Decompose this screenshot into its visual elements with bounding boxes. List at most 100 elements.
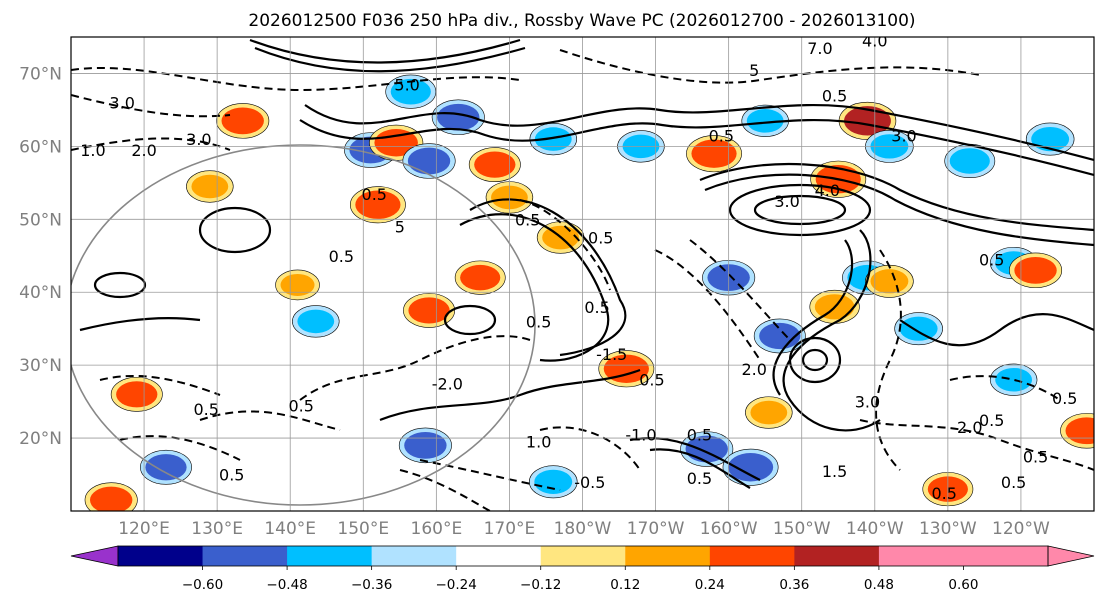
contour-line (249, 38, 521, 64)
divergence-patch (995, 367, 1033, 392)
divergence-patch (145, 454, 187, 481)
contour-line (93, 271, 147, 299)
contour-label-layer: 5.07.0 4.03.03.01.0 2.00.50.55 0.50.50.5-1.… (80, 32, 1077, 503)
contour-line (299, 119, 1094, 177)
lon-tick-label: 120°E (118, 519, 170, 539)
colorbar-segment (625, 546, 711, 566)
contour-line (704, 173, 1094, 247)
contour-label: -2.0 (432, 374, 463, 393)
contour-line (71, 66, 521, 92)
divergence-patch (116, 381, 158, 408)
lat-tick-label: 40°N (19, 283, 62, 303)
lon-tick-label: 170°W (627, 519, 685, 539)
contour-label: 2.0 (131, 141, 156, 160)
colorbar-tick-label: −0.60 (182, 577, 223, 593)
colorbar-tick-labels: −0.60 −0.48 −0.36 −0.24 −0.12 0.12 0.24 0.36 0.4… (182, 566, 978, 593)
divergence-patch (280, 273, 315, 296)
lon-tick-label: 120°W (992, 519, 1050, 539)
contour-label: 3.0 (891, 126, 916, 145)
colorbar-extend-high (1047, 545, 1095, 567)
contour-line (519, 199, 611, 291)
contour-label: 0.5 (1001, 473, 1026, 492)
contour-label: 1.0 (526, 433, 551, 452)
lon-tick-label: 150°E (337, 519, 389, 539)
contour-line (539, 426, 641, 471)
contour-line (443, 304, 497, 336)
contour-line (875, 249, 902, 471)
contour-label: 0.5 (219, 466, 244, 485)
contour-label: 5.0 (394, 75, 419, 94)
contour-label: 0.5 (329, 247, 354, 266)
colorbar-segment (287, 546, 373, 566)
colorbar-tick-label: 0.60 (948, 577, 978, 593)
chart-title: 2026012500 F036 250 hPa div., Rossby Wav… (248, 11, 915, 31)
contour-line (649, 448, 751, 489)
lon-tick-label: 170°E (484, 519, 536, 539)
colorbar-tick-label: 0.12 (610, 577, 640, 593)
contour-line (254, 46, 526, 73)
contour-line (79, 316, 201, 332)
contour-label: 3.0 (186, 130, 211, 149)
contour-line (469, 198, 627, 357)
colorbar-segment (202, 546, 288, 566)
longitude-tick-labels: 120°E 130°E 140°E 150°E 160°E 170°E 180°W 170°W… (118, 519, 1050, 539)
contour-label: 0.5 (193, 400, 218, 419)
divergence-patch (534, 127, 572, 151)
contour-line (299, 335, 531, 401)
contour-label: 3.0 (109, 94, 134, 113)
divergence-patch (844, 106, 891, 136)
contour-label: 0.5 (687, 469, 712, 488)
contour-line (71, 94, 231, 118)
lat-tick-label: 70°N (19, 64, 62, 84)
contour-label: 0.5 (979, 250, 1004, 269)
contour-label: 0.5 (362, 185, 387, 204)
contour-label: 4.0 (862, 32, 887, 51)
contour-label: 0.5 (822, 86, 847, 105)
contour-label: 2.0 (741, 360, 766, 379)
colorbar-tick-label: −0.12 (520, 577, 561, 593)
divergence-patch (474, 151, 516, 178)
contour-line (119, 435, 241, 461)
colorbar-segment (371, 546, 457, 566)
contour-label: 1.0 (80, 141, 105, 160)
colorbar (70, 545, 1095, 567)
contour-label: 3.0 (855, 393, 880, 412)
lon-tick-label: 140°E (264, 519, 316, 539)
contour-line (949, 375, 1061, 401)
contour-label: 2.0 (957, 418, 982, 437)
divergence-patch (221, 107, 264, 135)
contour-label: 5 (395, 218, 405, 237)
contour-label: 0.5 (709, 126, 734, 145)
contour-line (304, 104, 1094, 162)
colorbar-tick-label: −0.24 (435, 577, 476, 593)
divergence-patch (750, 400, 788, 425)
contour-label: 0.5 (288, 396, 313, 415)
contour-label: 0.5 (588, 229, 613, 248)
contour-label: 0.5 (584, 298, 609, 317)
contour-line (198, 206, 272, 254)
contour-line (728, 183, 872, 237)
divergence-patch (404, 431, 447, 459)
contour-label: 0.5 (639, 371, 664, 390)
colorbar-segment (118, 546, 204, 566)
colorbar-frame (117, 545, 1049, 567)
map-frame (70, 36, 1095, 512)
colorbar-tick-label: −0.48 (266, 577, 307, 593)
divergence-patch (899, 316, 938, 341)
contour-label: 0.5 (931, 484, 956, 503)
divergence-patch (297, 309, 335, 334)
contour-label: 3.0 (774, 192, 799, 211)
lon-tick-label: 130°E (191, 519, 243, 539)
colorbar-segment (794, 546, 880, 566)
contour-line (788, 336, 842, 384)
colorbar-tick-label: 0.48 (864, 577, 894, 593)
contour-line (99, 375, 221, 396)
contour-line (782, 229, 881, 432)
map-gridlines (71, 37, 1094, 511)
contour-line (379, 368, 641, 422)
map-plot-area: 5.07.0 4.03.03.01.0 2.00.50.55 0.50.50.5-1.… (71, 32, 1094, 511)
divergence-patch (1031, 126, 1070, 152)
contour-label: 0.5 (979, 411, 1004, 430)
divergence-patch (746, 109, 784, 133)
